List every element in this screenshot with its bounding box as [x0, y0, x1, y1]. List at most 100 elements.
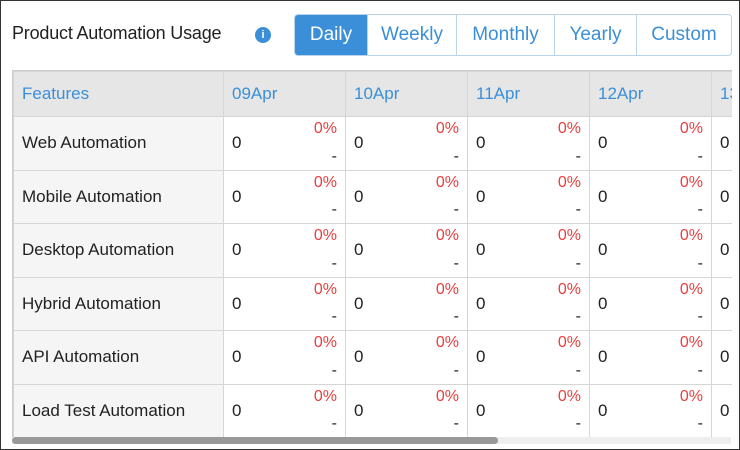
usage-value: 0: [354, 133, 364, 153]
change-percent: 0%: [435, 173, 459, 191]
column-header[interactable]: 09Apr: [223, 71, 346, 117]
change-percent: 0%: [435, 120, 459, 137]
usage-cell: 0 0% -: [223, 383, 346, 437]
change-percent: 0%: [679, 387, 703, 405]
trend: -: [453, 254, 459, 272]
feature-name: API Automation: [13, 330, 224, 385]
usage-cell: 00%-: [711, 276, 732, 331]
usage-value: 0: [720, 400, 730, 420]
trend: -: [697, 415, 703, 432]
change-percent: 0%: [435, 387, 459, 405]
tab[interactable]: Weekly: [367, 15, 456, 55]
change-percent: 0%: [313, 173, 337, 191]
usage-value: 0: [720, 293, 730, 313]
trend: -: [575, 201, 581, 218]
change-percent: 0%: [679, 334, 703, 351]
change-percent: 0%: [557, 387, 581, 405]
tab-group: Daily Weekly Monthly Yearly Custom: [294, 14, 732, 56]
change-percent: 0%: [679, 227, 703, 244]
usage-cell: 0 0% -: [589, 116, 712, 171]
usage-cell: 0 0% -: [345, 276, 468, 331]
change-percent: 0%: [557, 280, 581, 298]
table-container: Features09Apr10Apr11Apr12Apr13Apr Web Au…: [12, 70, 732, 437]
trend: -: [697, 201, 703, 218]
change-percent: 0%: [313, 334, 337, 351]
column-header[interactable]: 12Apr: [589, 71, 712, 117]
column-header[interactable]: 13Apr: [711, 71, 732, 117]
usage-value: 0: [232, 400, 242, 420]
usage-value: 0: [354, 240, 364, 260]
usage-value: 0: [720, 186, 730, 206]
usage-value: 0: [598, 347, 608, 367]
feature-name: Mobile Automation: [13, 169, 224, 224]
tab[interactable]: Monthly: [456, 15, 554, 55]
usage-value: 0: [232, 293, 242, 313]
change-percent: 0%: [557, 120, 581, 137]
trend: -: [453, 308, 459, 325]
tab[interactable]: Daily: [295, 15, 367, 55]
trend: -: [575, 147, 581, 165]
usage-value: 0: [354, 347, 364, 367]
usage-value: 0: [598, 293, 608, 313]
usage-cell: 00%-: [711, 383, 732, 437]
change-percent: 0%: [435, 334, 459, 351]
usage-value: 0: [476, 133, 486, 153]
usage-value: 0: [354, 400, 364, 420]
info-icon[interactable]: i: [255, 27, 271, 43]
trend: -: [453, 201, 459, 218]
change-percent: 0%: [557, 227, 581, 244]
usage-value: 0: [720, 133, 730, 153]
trend: -: [331, 147, 337, 165]
trend: -: [697, 361, 703, 379]
usage-cell: 00%-: [711, 330, 732, 385]
trend: -: [331, 415, 337, 432]
column-header[interactable]: 11Apr: [467, 71, 590, 117]
usage-value: 0: [232, 347, 242, 367]
trend: -: [453, 415, 459, 432]
change-percent: 0%: [313, 387, 337, 405]
usage-value: 0: [232, 186, 242, 206]
header-row: Features09Apr10Apr11Apr12Apr13Apr: [13, 71, 732, 117]
trend: -: [575, 415, 581, 432]
feature-name: Desktop Automation: [13, 223, 224, 278]
trend: -: [331, 254, 337, 272]
usage-value: 0: [598, 133, 608, 153]
usage-value: 0: [720, 347, 730, 367]
usage-value: 0: [354, 293, 364, 313]
column-header[interactable]: 10Apr: [345, 71, 468, 117]
usage-cell: 0 0% -: [223, 169, 346, 224]
change-percent: 0%: [679, 280, 703, 298]
usage-cell: 00%-: [711, 223, 732, 278]
usage-value: 0: [598, 400, 608, 420]
tab[interactable]: Yearly: [554, 15, 636, 55]
usage-value: 0: [476, 347, 486, 367]
panel-title: Product Automation Usage: [12, 23, 222, 43]
scrollbar[interactable]: [12, 437, 731, 444]
trend: -: [575, 361, 581, 379]
trend: -: [331, 201, 337, 218]
scrollbar-thumb[interactable]: [12, 437, 498, 444]
change-percent: 0%: [313, 120, 337, 137]
feature-name: Load Test Automation: [13, 383, 224, 437]
tab[interactable]: Custom: [636, 15, 731, 55]
trend: -: [697, 147, 703, 165]
change-percent: 0%: [679, 120, 703, 137]
column-header[interactable]: Features: [13, 71, 224, 117]
change-percent: 0%: [435, 280, 459, 298]
